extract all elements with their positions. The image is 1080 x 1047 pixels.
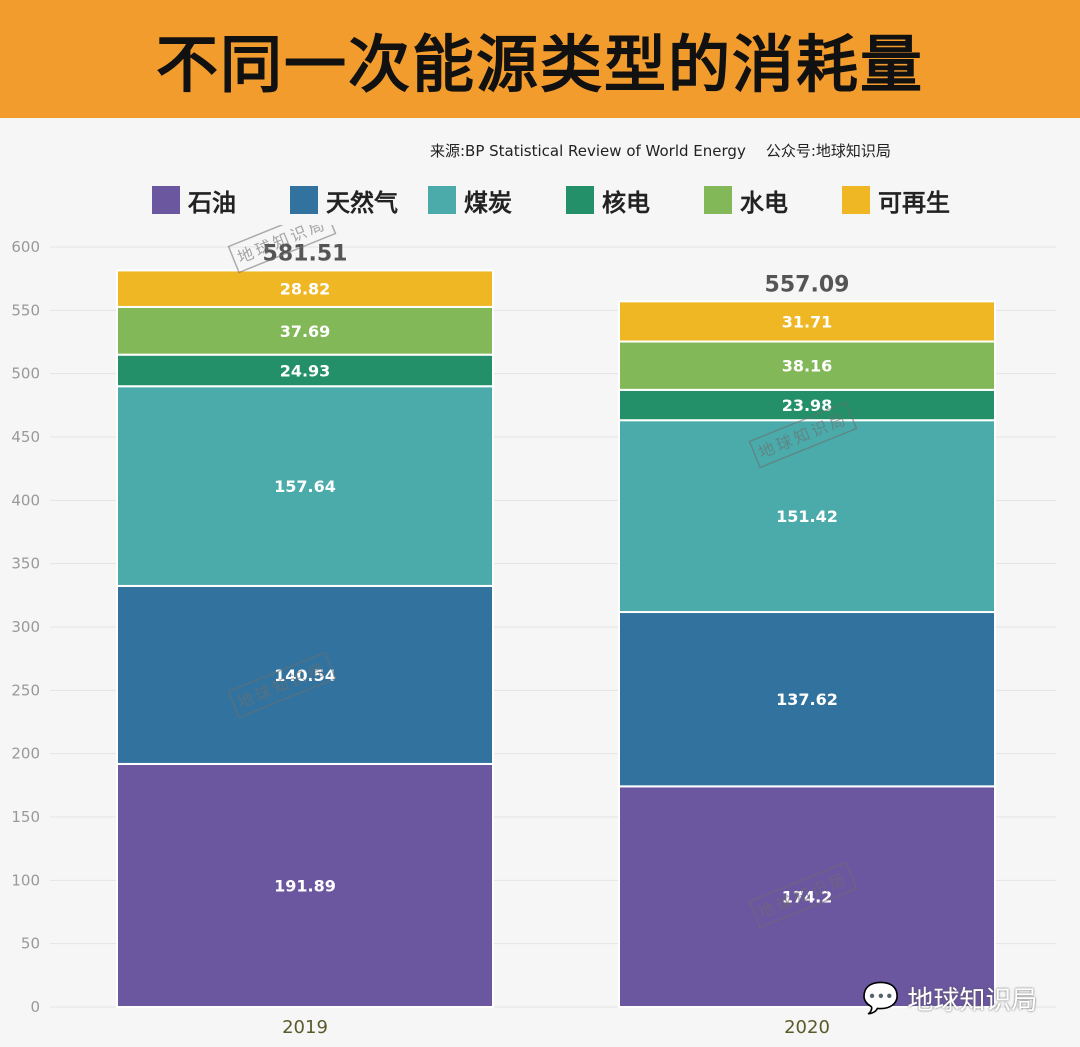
legend-item-oil: 石油 [152, 182, 236, 218]
watermark-stamp-border [748, 401, 858, 469]
watermark-stamp-border [227, 225, 337, 274]
bar-segment [116, 584, 494, 765]
data-label: 191.89 [274, 876, 336, 895]
y-tick-label: 350 [11, 555, 40, 573]
y-tick-label: 0 [30, 998, 40, 1016]
data-label: 31.71 [782, 312, 833, 331]
source-line: 来源:BP Statistical Review of World Energy… [430, 140, 891, 161]
bar-segment [618, 785, 996, 1009]
data-label: 37.69 [280, 322, 331, 341]
y-tick-label: 600 [11, 238, 40, 256]
legend-swatch-gas [290, 186, 318, 214]
legend: 石油 天然气 煤炭 核电 水电 可再生 [152, 182, 1052, 218]
account-text: 公众号:地球知识局 [765, 142, 891, 160]
legend-item-hydro: 水电 [704, 182, 788, 218]
legend-swatch-nuclear [566, 186, 594, 214]
y-tick-label: 400 [11, 491, 40, 509]
legend-label-gas: 天然气 [326, 188, 398, 217]
legend-swatch-hydro [704, 186, 732, 214]
y-tick-label: 200 [11, 745, 40, 763]
total-label: 557.09 [765, 272, 850, 297]
data-label: 140.54 [274, 666, 336, 685]
legend-label-oil: 石油 [188, 188, 236, 217]
legend-item-gas: 天然气 [290, 182, 398, 218]
bar-segment [618, 388, 996, 422]
legend-item-renewable: 可再生 [842, 182, 950, 218]
y-tick-label: 300 [11, 618, 40, 636]
bar-segment [116, 305, 494, 356]
y-tick-label: 500 [11, 365, 40, 383]
data-label: 28.82 [280, 280, 331, 299]
data-label: 24.93 [280, 361, 331, 380]
data-label: 137.62 [776, 690, 838, 709]
legend-item-coal: 煤炭 [428, 182, 512, 218]
legend-label-nuclear: 核电 [602, 188, 650, 217]
y-tick-label: 50 [21, 935, 40, 953]
bar-segment [116, 762, 494, 1008]
chart-title: 不同一次能源类型的消耗量 [155, 28, 924, 101]
stacked-bar-chart: 0 50 100 150 200 250 300 350 400 450 500 550 600 191.… [11, 225, 1056, 1038]
watermark-logo-text: 地球知识局 [907, 986, 1038, 1016]
data-label: 23.98 [782, 396, 833, 415]
bar-segment [116, 385, 494, 587]
legend-swatch-oil [152, 186, 180, 214]
legend-label-coal: 煤炭 [464, 188, 512, 217]
y-tick-label: 100 [11, 871, 40, 889]
data-label: 151.42 [776, 507, 838, 526]
bar-segment [618, 300, 996, 343]
source-text: 来源:BP Statistical Review of World Energy [430, 142, 746, 160]
wechat-watermark: 💬 地球知识局 [862, 980, 1037, 1017]
y-tick-label: 550 [11, 301, 40, 319]
bar-segment [116, 269, 494, 308]
data-label: 174.2 [782, 888, 833, 907]
bar-segment [618, 340, 996, 391]
watermark-stamp-border [748, 861, 858, 929]
legend-label-renewable: 可再生 [878, 188, 950, 217]
bar-segment [618, 419, 996, 614]
bar-segment [618, 611, 996, 788]
y-tick-label: 150 [11, 808, 40, 826]
bar-segment [116, 353, 494, 388]
legend-item-nuclear: 核电 [566, 182, 650, 218]
wechat-icon: 💬 [862, 981, 900, 1016]
y-tick-label: 250 [11, 681, 40, 699]
legend-swatch-renewable [842, 186, 870, 214]
watermark-stamp-border [227, 651, 337, 719]
x-tick-label: 2020 [784, 1017, 830, 1038]
x-tick-label: 2019 [282, 1017, 328, 1038]
legend-swatch-coal [428, 186, 456, 214]
y-tick-label: 450 [11, 428, 40, 446]
data-label: 38.16 [782, 357, 833, 376]
data-label: 157.64 [274, 477, 336, 496]
header-banner: 不同一次能源类型的消耗量 [0, 0, 1080, 118]
legend-label-hydro: 水电 [740, 188, 788, 217]
